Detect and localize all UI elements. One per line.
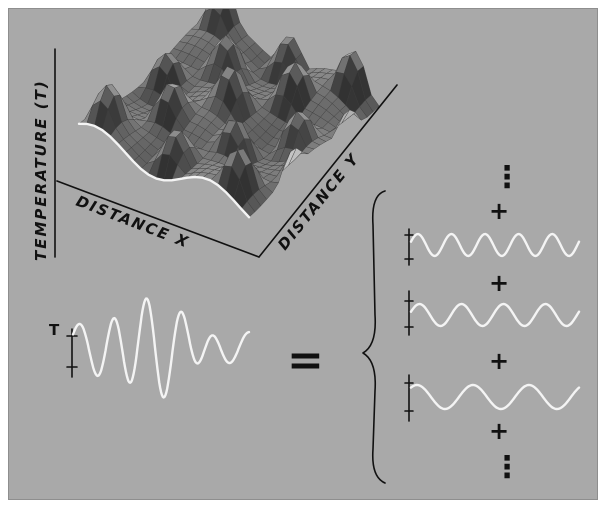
- distance-y-axis-line: [258, 84, 398, 258]
- plus-sign: +: [489, 347, 509, 375]
- plus-sign: +: [489, 197, 509, 225]
- component-wave-3: [404, 374, 581, 422]
- plus-sign: +: [489, 417, 509, 445]
- temperature-surface-3d: [77, 9, 380, 219]
- surface-facet: [204, 9, 211, 12]
- ellipsis-bottom: ⋮: [492, 450, 522, 485]
- plus-sign: +: [489, 269, 509, 297]
- distance-x-axis-line: [56, 180, 260, 258]
- ellipsis-top: ⋮: [492, 160, 522, 195]
- curly-brace: [362, 190, 386, 484]
- fourier-decomposition-diagram: TEMPERATURE (T) DISTANCE X DISTANCE Y T …: [32, 9, 581, 485]
- component-wave-2: [404, 290, 581, 336]
- surface-front-edge: [77, 122, 251, 219]
- distance-x-label: DISTANCE X: [74, 192, 193, 252]
- composite-signal-wave: [71, 297, 251, 399]
- signal-axis-label: T: [49, 321, 60, 339]
- temperature-axis-label: TEMPERATURE (T): [32, 79, 50, 261]
- component-wave-1: [404, 228, 581, 266]
- equals-sign: =: [287, 335, 324, 386]
- illustration-panel: TEMPERATURE (T) DISTANCE X DISTANCE Y T …: [8, 8, 598, 500]
